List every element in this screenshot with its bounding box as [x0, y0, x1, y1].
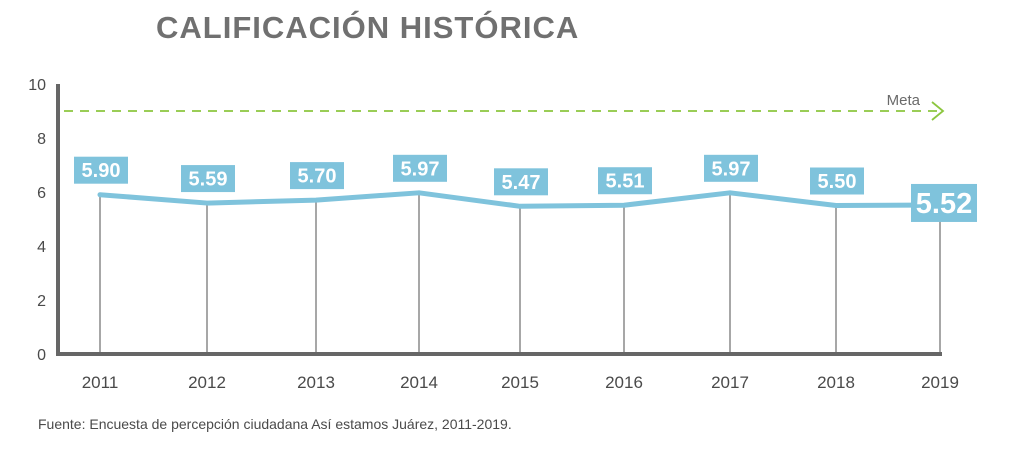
x-tick-label: 2018 — [817, 373, 855, 392]
x-tick-label: 2012 — [188, 373, 226, 392]
data-label-box — [494, 168, 548, 196]
target-arrow — [931, 101, 945, 121]
data-label-box — [810, 167, 864, 195]
x-tick-label: 2016 — [605, 373, 643, 392]
data-label-box — [704, 154, 758, 182]
y-tick-label: 10 — [28, 77, 46, 94]
x-tick-label: 2015 — [501, 373, 539, 392]
data-label-box — [911, 183, 977, 222]
line-chart: Meta 5.90 5.59 5.70 5.97 5.47 5.51 5.97 5.50 5.5… — [28, 77, 977, 392]
data-label: 5.50 — [818, 171, 857, 193]
target-line-group: Meta — [64, 92, 945, 121]
tick-labels: 0 2 4 6 8 10 2011 2012 2013 2014 2015 2016 2017 2018 2… — [28, 77, 959, 392]
x-tick-label: 2019 — [921, 373, 959, 392]
data-label: 5.59 — [189, 169, 228, 191]
y-tick-label: 6 — [37, 185, 46, 202]
data-label: 5.97 — [401, 158, 440, 180]
data-label: 5.47 — [502, 172, 541, 194]
series-line-group — [97, 190, 943, 209]
x-tick-label: 2014 — [400, 373, 438, 392]
data-label: 5.51 — [606, 171, 645, 193]
data-label-box — [393, 154, 447, 182]
x-tick-label: 2013 — [297, 373, 335, 392]
data-label-box — [598, 167, 652, 195]
y-tick-label: 2 — [37, 293, 46, 310]
axes — [56, 84, 942, 356]
data-label: 5.97 — [712, 158, 751, 180]
data-label-box — [290, 162, 344, 190]
data-label: 5.52 — [916, 188, 972, 220]
y-tick-label: 0 — [37, 347, 46, 364]
data-labels: 5.90 5.59 5.70 5.97 5.47 5.51 5.97 5.50 5.52 — [74, 154, 977, 222]
data-label-box — [181, 165, 235, 193]
y-tick-label: 8 — [37, 131, 46, 148]
target-label: Meta — [887, 92, 921, 109]
chart-title: CALIFICACIÓN HISTÓRICA — [156, 10, 580, 45]
series-line — [97, 190, 943, 209]
source-note: Fuente: Encuesta de percepción ciudadana… — [38, 416, 512, 432]
drop-lines — [99, 192, 941, 354]
data-label: 5.70 — [298, 166, 337, 188]
y-tick-label: 4 — [37, 239, 46, 256]
x-tick-label: 2017 — [711, 373, 749, 392]
x-tick-label: 2011 — [82, 373, 119, 392]
data-label-box — [74, 156, 128, 184]
data-label: 5.90 — [82, 160, 121, 182]
